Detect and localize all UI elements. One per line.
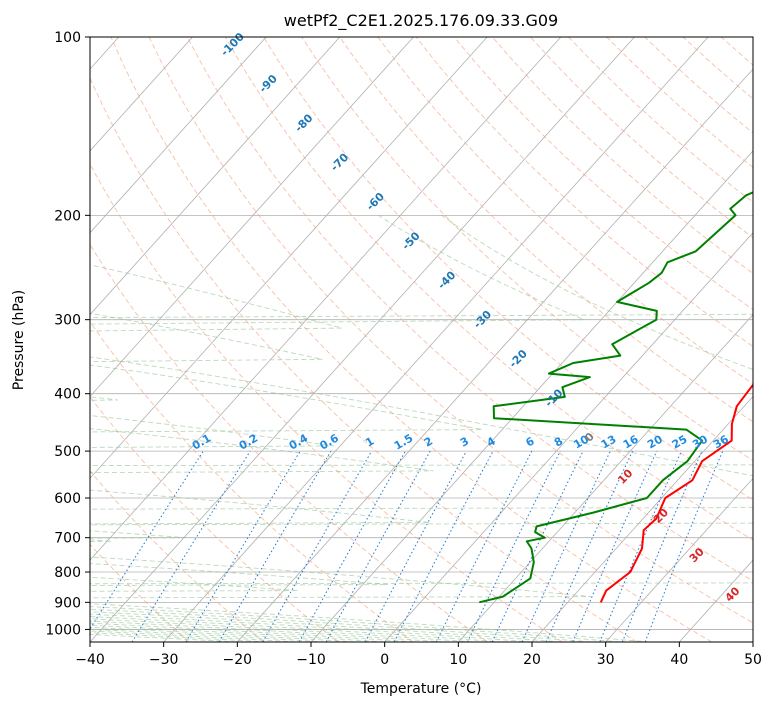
x-tick-label: 10 [449,652,467,668]
mixing-ratio-line [90,450,204,630]
y-axis-label: Pressure (hPa) [11,290,27,390]
x-tick-label: 0 [380,652,389,668]
y-tick-label: 200 [54,208,81,224]
x-tick-label: −10 [296,652,326,668]
isotherm-line [90,37,635,642]
y-tick-label: 600 [54,491,81,507]
dry-adiabat-line [90,470,264,642]
mixing-ratio-line [298,450,406,642]
isotherm-line [605,477,753,642]
mixing-ratio-line [644,450,724,642]
isotherm-line [531,395,753,642]
dry-adiabat-line [110,37,712,642]
mixing-ratio-line [364,450,467,642]
x-tick-label: −40 [75,652,105,668]
isotherm-line [90,37,414,398]
mixing-ratio-line [621,450,703,642]
dry-adiabat-line [148,37,753,624]
x-axis: −40 −30 −20 −10 0 10 20 30 40 50 [75,642,762,668]
chart-title: wetPf2_C2E1.2025.176.09.33.G09 [284,11,558,31]
plot-frame [89,36,754,643]
mixing-ratio-line [325,450,431,642]
dry-adiabat-line [186,37,753,582]
dry-adiabat-line [377,37,753,385]
isotherm-line [90,37,193,152]
y-tick-label: 400 [54,387,81,403]
dry-adiabat-line [225,37,753,541]
dry-adiabat-line [453,37,753,311]
y-tick-label: 500 [54,444,81,460]
mixing-ratio-line [599,450,682,642]
dry-adiabat-line [90,163,563,642]
mixing-ratio-line [435,450,533,642]
y-tick-label: 800 [54,565,81,581]
y-tick-label: 700 [54,531,81,547]
isotherm-line [90,37,341,316]
dry-adiabat-line [90,76,638,642]
isotherm-line [90,37,488,479]
dry-adiabat-line [90,320,414,642]
y-tick-label: 300 [54,313,81,329]
mixing-ratio-line [572,450,658,642]
dry-adiabat-line [90,243,488,642]
isotherm-line [237,68,753,642]
y-tick-label: 1000 [45,622,81,638]
x-tick-label: 30 [597,652,615,668]
dry-adiabat-line [263,37,753,501]
dry-adiabat-line [339,37,753,423]
y-tick-label: 900 [54,595,81,611]
moist-adiabat-line [90,312,434,642]
x-tick-label: 40 [670,652,688,668]
y-tick-label: 100 [54,30,81,46]
x-tick-label: −20 [223,652,253,668]
isotherm-line [90,37,267,234]
temperature-line [599,383,753,603]
dewpoint-line [479,191,753,604]
x-tick-label: 50 [744,652,762,668]
y-axis: 100 200 300 400 500 600 700 800 900 1000 [45,30,90,638]
x-axis-label: Temperature (°C) [360,681,482,697]
mixing-ratio-line [131,450,251,642]
mixing-ratio-line [545,450,633,642]
background-lines [90,37,753,642]
x-tick-label: 20 [523,652,541,668]
profile-lines [479,191,753,604]
isotherm-line [163,37,709,642]
isotherm-line [458,313,753,642]
x-tick-label: −30 [149,652,179,668]
isotherm-line [384,232,753,642]
